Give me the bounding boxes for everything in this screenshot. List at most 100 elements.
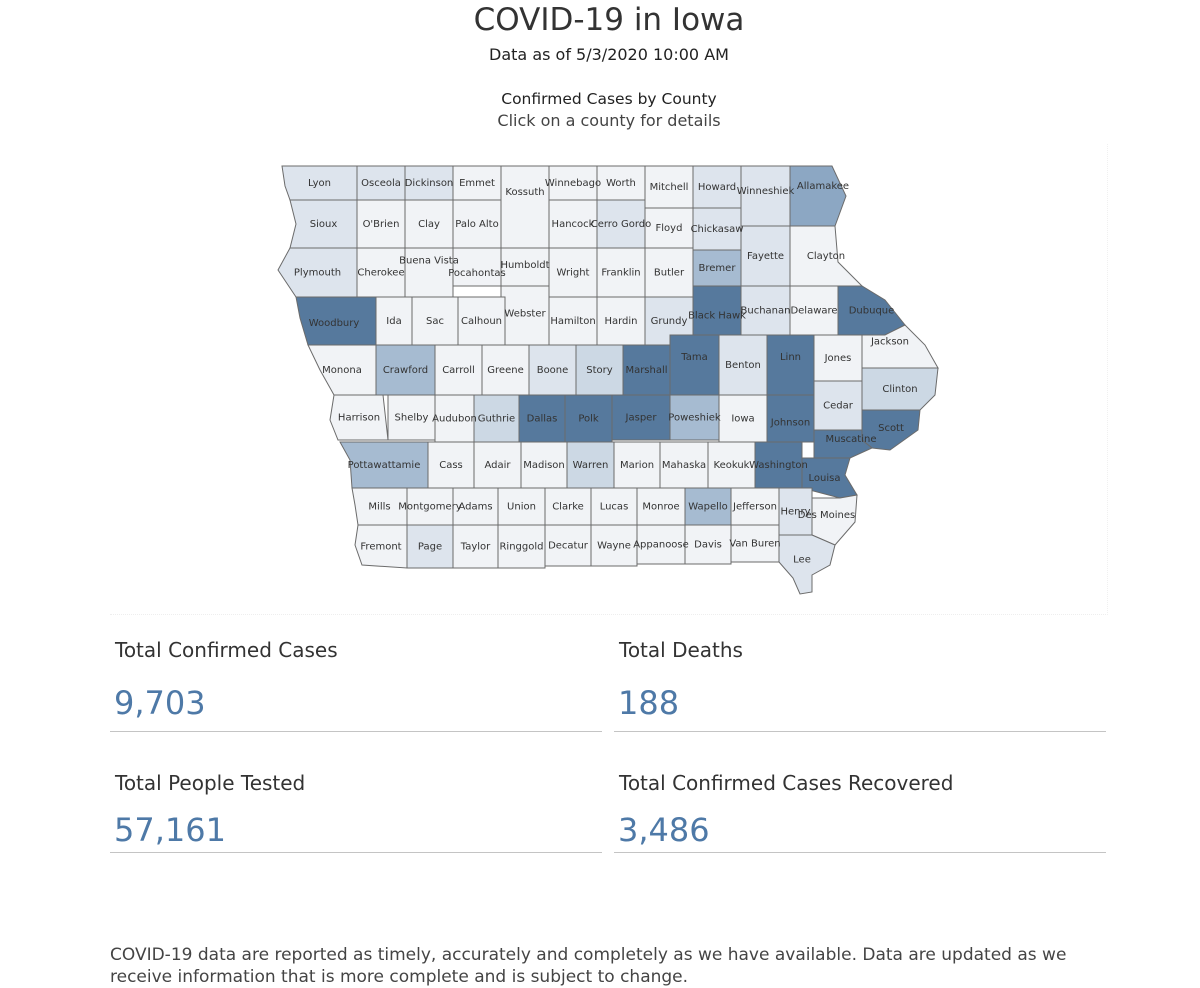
county-shelby[interactable]: [387, 394, 436, 441]
county-howard[interactable]: [692, 165, 742, 209]
county-delaware[interactable]: [789, 285, 839, 336]
county-tama[interactable]: [669, 334, 720, 396]
county-cerro-gordo[interactable]: [596, 199, 646, 249]
county-greene[interactable]: [481, 344, 530, 396]
county-davis[interactable]: [684, 524, 732, 565]
county-guthrie[interactable]: [473, 394, 520, 443]
county-dickinson[interactable]: [404, 165, 454, 201]
county-appanoose[interactable]: [636, 524, 686, 565]
county-allamakee[interactable]: [789, 165, 847, 227]
county-hancock[interactable]: [548, 199, 598, 249]
county-lyon[interactable]: [281, 165, 358, 201]
county-johnson[interactable]: [766, 394, 815, 443]
county-monona[interactable]: [307, 344, 377, 396]
county-linn[interactable]: [766, 334, 815, 396]
county-clay[interactable]: [404, 199, 454, 249]
county-wright[interactable]: [548, 247, 598, 298]
county-benton[interactable]: [718, 334, 768, 396]
county-taylor[interactable]: [452, 524, 499, 569]
county-harrison[interactable]: [329, 394, 389, 441]
county-jones[interactable]: [813, 334, 863, 382]
county-monroe[interactable]: [636, 487, 686, 526]
county-franklin[interactable]: [596, 247, 646, 298]
county-pocahontas[interactable]: [452, 247, 502, 287]
county-cherokee[interactable]: [356, 247, 406, 298]
county-woodbury[interactable]: [295, 296, 377, 346]
county-map: Lyon Osceola Dickinson Emmet Kossuth Winnebag…: [110, 144, 1108, 615]
county-palo-alto[interactable]: [452, 199, 502, 249]
county-pottawattamie[interactable]: [339, 441, 429, 489]
county-floyd[interactable]: [644, 207, 694, 249]
county-marshall[interactable]: [622, 344, 671, 396]
county-marion[interactable]: [613, 441, 661, 489]
county-winneshiek[interactable]: [740, 165, 791, 227]
county-lucas[interactable]: [590, 487, 638, 526]
county-butler[interactable]: [644, 247, 694, 298]
county-mahaska[interactable]: [659, 441, 709, 489]
county-jasper[interactable]: [611, 394, 671, 441]
county-audubon[interactable]: [434, 394, 475, 443]
county-clarke[interactable]: [544, 487, 592, 526]
county-plymouth[interactable]: [277, 247, 358, 298]
county-dubuque[interactable]: [837, 285, 906, 336]
stat-deaths-label: Total Deaths: [619, 638, 743, 662]
county-clayton[interactable]: [789, 225, 864, 287]
county-keokuk[interactable]: [707, 441, 756, 489]
county-mitchell[interactable]: [644, 165, 694, 209]
county-chickasaw[interactable]: [692, 207, 742, 251]
data-disclaimer: COVID-19 data are reported as timely, ac…: [110, 945, 1067, 987]
county-sioux[interactable]: [289, 199, 358, 249]
county-boone[interactable]: [528, 344, 577, 396]
county-emmet[interactable]: [452, 165, 502, 201]
county-o-brien[interactable]: [356, 199, 406, 249]
county-osceola[interactable]: [356, 165, 406, 201]
county-buena-vista[interactable]: [404, 247, 454, 298]
county-poweshiek[interactable]: [669, 394, 720, 441]
county-wapello[interactable]: [684, 487, 732, 526]
county-hardin[interactable]: [596, 296, 646, 346]
county-polk[interactable]: [564, 394, 613, 443]
county-worth[interactable]: [596, 165, 646, 201]
county-dallas[interactable]: [518, 394, 566, 443]
county-lee[interactable]: [778, 534, 836, 595]
county-madison[interactable]: [520, 441, 568, 489]
county-clinton[interactable]: [861, 367, 939, 411]
county-black-hawk[interactable]: [692, 285, 742, 336]
county-jefferson[interactable]: [730, 487, 780, 526]
county-fayette[interactable]: [740, 225, 791, 287]
county-page[interactable]: [406, 524, 454, 569]
county-humboldt[interactable]: [500, 247, 550, 287]
county-henry[interactable]: [778, 487, 813, 536]
county-story[interactable]: [575, 344, 624, 396]
county-winnebago[interactable]: [548, 165, 598, 201]
county-kossuth[interactable]: [500, 165, 550, 249]
county-iowa[interactable]: [718, 394, 768, 443]
county-ringgold[interactable]: [497, 524, 546, 569]
stat-tested-value: 57,161: [114, 811, 226, 849]
county-mills[interactable]: [351, 487, 408, 526]
county-cass[interactable]: [427, 441, 475, 489]
county-webster[interactable]: [500, 285, 550, 346]
county-scott[interactable]: [861, 409, 921, 451]
county-ida[interactable]: [375, 296, 413, 346]
county-warren[interactable]: [566, 441, 615, 489]
county-buchanan[interactable]: [740, 285, 791, 336]
county-bremer[interactable]: [692, 249, 742, 287]
page-title: COVID-19 in Iowa: [473, 2, 745, 38]
data-timestamp: Data as of 5/3/2020 10:00 AM: [489, 45, 729, 64]
county-cedar[interactable]: [813, 380, 863, 431]
county-wayne[interactable]: [590, 524, 638, 567]
county-adair[interactable]: [473, 441, 522, 489]
county-washington[interactable]: [754, 441, 803, 489]
county-carroll[interactable]: [434, 344, 483, 396]
county-hamilton[interactable]: [548, 296, 598, 346]
county-adams[interactable]: [452, 487, 499, 526]
county-fremont[interactable]: [354, 524, 408, 569]
county-crawford[interactable]: [375, 344, 436, 396]
county-union[interactable]: [497, 487, 546, 526]
county-van-buren[interactable]: [730, 524, 780, 563]
county-sac[interactable]: [411, 296, 459, 346]
county-decatur[interactable]: [544, 524, 592, 567]
county-calhoun[interactable]: [457, 296, 506, 346]
county-montgomery[interactable]: [406, 487, 454, 526]
